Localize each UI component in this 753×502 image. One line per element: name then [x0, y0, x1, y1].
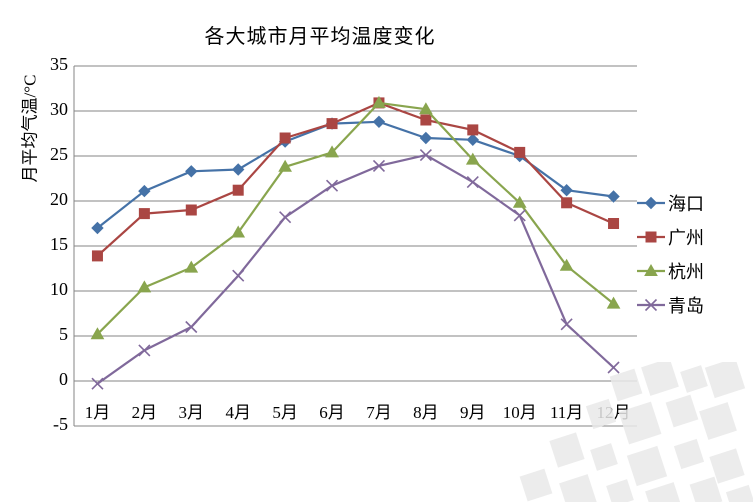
data-point-cross — [607, 361, 620, 374]
data-point-diamond — [419, 131, 433, 145]
data-point-square — [467, 124, 479, 136]
data-point-diamond — [466, 133, 479, 147]
data-point-diamond — [138, 184, 151, 198]
x-tick-1: 1月 — [84, 403, 111, 422]
legend-label: 杭州 — [668, 262, 704, 282]
chart-title: 各大城市月平均温度变化 — [204, 26, 436, 48]
x-tick-11: 11月 — [549, 403, 584, 422]
data-point-triangle — [278, 159, 292, 172]
data-point-cross — [466, 176, 479, 189]
data-point-square — [138, 208, 150, 220]
data-point-cross — [138, 344, 151, 357]
data-point-triangle — [90, 327, 105, 340]
data-point-diamond — [607, 190, 620, 203]
y-tick-35: 35 — [50, 54, 68, 74]
x-tick-10: 10月 — [502, 403, 537, 422]
series-广州 — [91, 97, 620, 262]
data-point-cross — [91, 377, 104, 390]
data-point-triangle — [231, 225, 246, 238]
data-point-cross — [185, 320, 198, 334]
data-point-triangle — [512, 195, 527, 208]
series-青岛 — [91, 149, 620, 390]
data-point-diamond — [372, 115, 386, 129]
data-point-square — [420, 114, 432, 126]
legend-marker-triangle-icon — [636, 261, 666, 281]
chart-legend: 海口 广州 杭州 青岛 — [636, 186, 748, 322]
data-point-diamond — [185, 165, 198, 178]
data-point-square — [561, 197, 573, 209]
data-point-cross — [232, 269, 245, 282]
data-point-square — [279, 132, 291, 144]
data-point-diamond — [232, 163, 245, 176]
data-point-triangle — [559, 258, 574, 271]
data-point-diamond — [644, 196, 658, 210]
x-tick-3: 3月 — [178, 403, 205, 422]
data-point-square — [645, 231, 657, 243]
x-tick-6: 6月 — [319, 403, 345, 422]
x-tick-7: 7月 — [366, 403, 392, 422]
data-point-diamond — [560, 183, 573, 197]
data-point-diamond — [91, 221, 104, 235]
legend-item-海口[interactable]: 海口 — [636, 186, 748, 220]
data-point-cross — [419, 149, 432, 162]
data-point-square — [232, 184, 244, 196]
y-tick--5: -5 — [53, 414, 68, 434]
legend-label: 广州 — [668, 228, 704, 248]
data-point-square — [91, 250, 103, 262]
data-point-triangle — [137, 280, 152, 293]
legend-item-青岛[interactable]: 青岛 — [636, 288, 748, 322]
x-tick-8: 8月 — [413, 403, 439, 422]
data-point-triangle — [419, 102, 433, 115]
legend-marker-square-icon — [636, 227, 666, 247]
data-point-cross — [513, 209, 526, 222]
x-tick-9: 9月 — [460, 403, 486, 422]
data-point-triangle — [606, 296, 621, 309]
data-point-square — [326, 118, 338, 130]
legend-marker-diamond-icon — [636, 193, 666, 213]
y-tick-15: 15 — [50, 234, 68, 254]
legend-label: 海口 — [668, 194, 704, 214]
series-杭州 — [90, 95, 621, 340]
data-point-cross — [279, 211, 292, 224]
y-tick-25: 25 — [50, 144, 68, 164]
y-tick-20: 20 — [50, 189, 68, 209]
axis-lines — [73, 65, 637, 427]
data-point-triangle — [644, 263, 658, 276]
data-point-square — [185, 204, 197, 216]
data-point-cross — [325, 179, 339, 192]
legend-marker-cross-icon — [636, 295, 666, 315]
x-tick-5: 5月 — [272, 403, 298, 422]
data-point-triangle — [465, 152, 480, 165]
data-point-square — [608, 218, 620, 229]
data-point-triangle — [325, 145, 339, 158]
data-point-triangle — [372, 95, 386, 108]
data-point-cross — [644, 298, 658, 312]
y-tick-5: 5 — [59, 324, 68, 344]
data-point-cross — [560, 318, 573, 331]
legend-item-广州[interactable]: 广州 — [636, 220, 748, 254]
x-tick-2: 2月 — [131, 403, 158, 422]
data-point-cross — [372, 159, 386, 172]
legend-item-杭州[interactable]: 杭州 — [636, 254, 748, 288]
y-tick-10: 10 — [50, 279, 68, 299]
y-tick-0: 0 — [59, 369, 68, 389]
y-tick-30: 30 — [50, 99, 68, 119]
data-point-triangle — [184, 260, 199, 273]
x-tick-4: 4月 — [225, 403, 251, 422]
data-point-square — [514, 146, 526, 158]
y-axis-tick-labels: 35 30 25 20 15 10 5 0 -5 — [28, 0, 68, 502]
legend-label: 青岛 — [668, 296, 704, 316]
